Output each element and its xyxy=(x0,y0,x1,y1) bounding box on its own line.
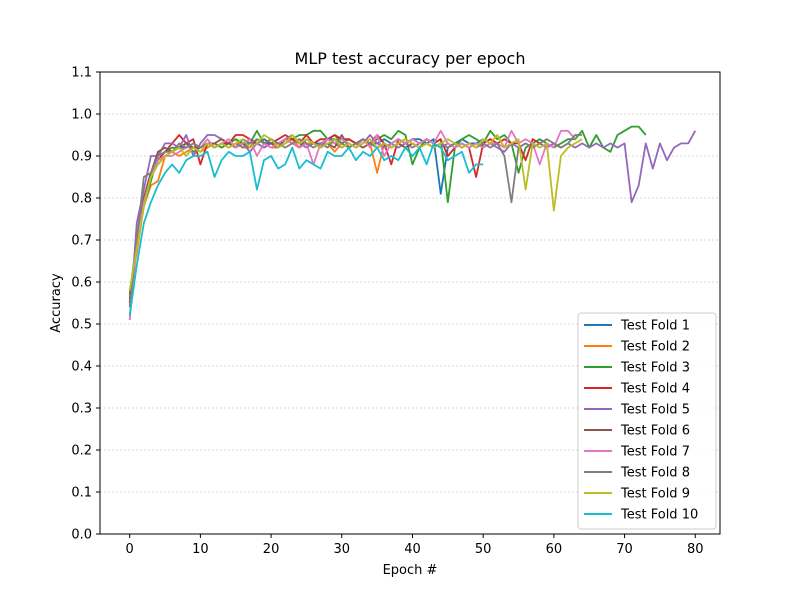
y-tick-label: 0.3 xyxy=(71,402,92,417)
y-tick-label: 0.8 xyxy=(71,192,92,207)
x-ticks: 0 10 20 30 40 50 60 70 80 xyxy=(126,534,704,557)
y-tick-label: 0.2 xyxy=(71,444,92,459)
series-line-test-fold-3 xyxy=(128,125,647,295)
legend-label: Test Fold 5 xyxy=(620,403,690,418)
y-tick-label: 0.7 xyxy=(71,234,92,249)
x-tick-label: 50 xyxy=(475,542,492,557)
y-tick-label: 0.6 xyxy=(71,276,92,291)
series-layer xyxy=(128,125,697,320)
y-axis-label: Accuracy xyxy=(49,273,64,333)
legend-label: Test Fold 7 xyxy=(620,445,690,460)
legend-label: Test Fold 4 xyxy=(620,382,690,397)
chart-title: MLP test accuracy per epoch xyxy=(295,49,526,68)
legend-label: Test Fold 3 xyxy=(620,361,690,376)
y-tick-label: 0.1 xyxy=(71,486,92,501)
y-tick-label: 0.5 xyxy=(71,318,92,333)
series-line-test-fold-8 xyxy=(128,134,583,308)
y-tick-label: 1.0 xyxy=(71,108,92,123)
axes-frame xyxy=(99,71,721,535)
series-line-test-fold-10 xyxy=(128,142,484,316)
legend-label: Test Fold 6 xyxy=(620,424,690,439)
legend-label: Test Fold 2 xyxy=(620,340,690,355)
x-tick-label: 20 xyxy=(263,542,280,557)
y-tick-label: 1.1 xyxy=(71,66,92,81)
x-tick-label: 70 xyxy=(616,542,633,557)
x-tick-label: 30 xyxy=(334,542,351,557)
legend: Test Fold 1 Test Fold 2 Test Fold 3 Test Fo… xyxy=(577,312,717,530)
legend-label: Test Fold 9 xyxy=(620,487,690,502)
series-line-test-fold-9 xyxy=(128,134,583,291)
y-tick-label: 0.4 xyxy=(71,360,92,375)
legend-label: Test Fold 8 xyxy=(620,466,690,481)
x-tick-label: 40 xyxy=(404,542,421,557)
x-tick-label: 80 xyxy=(687,542,704,557)
x-tick-label: 60 xyxy=(546,542,563,557)
y-tick-label: 0.9 xyxy=(71,150,92,165)
y-tick-label: 0.0 xyxy=(71,528,92,543)
legend-box xyxy=(577,312,717,530)
y-ticks: 0.0 0.1 0.2 0.3 0.4 0.5 0.6 0.7 0.8 0.9 1.0 1.1 xyxy=(71,66,100,543)
series-line-test-fold-4 xyxy=(128,134,562,299)
legend-label: Test Fold 10 xyxy=(620,508,698,523)
x-axis-label: Epoch # xyxy=(383,563,438,578)
x-tick-label: 10 xyxy=(192,542,209,557)
legend-label: Test Fold 1 xyxy=(620,319,690,334)
x-tick-label: 0 xyxy=(126,542,134,557)
